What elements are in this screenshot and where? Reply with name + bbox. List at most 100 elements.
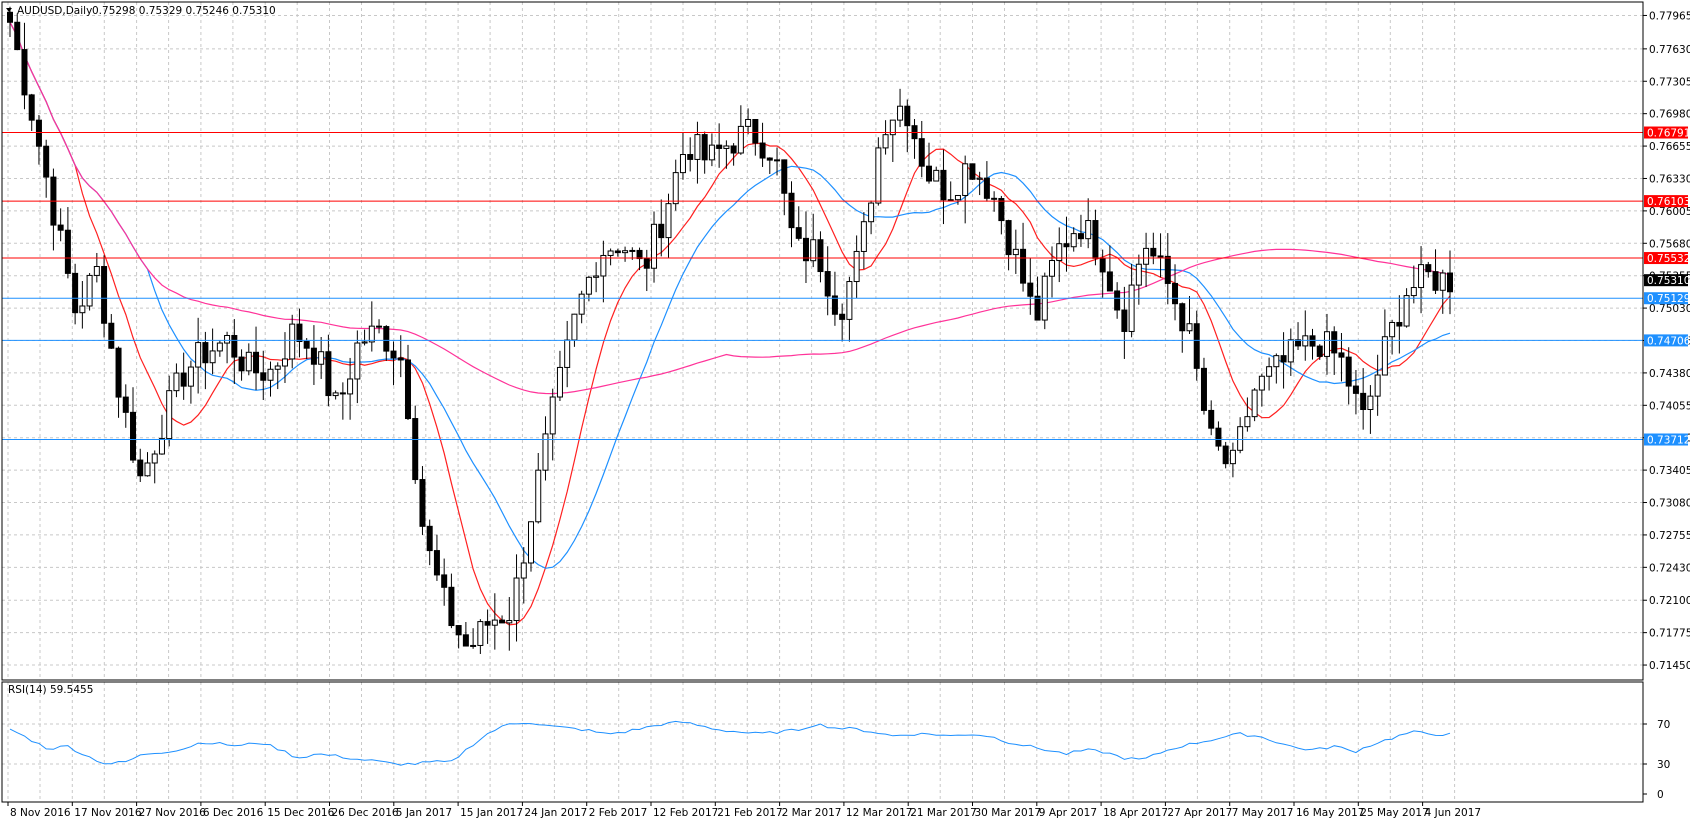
y-tick-label: 0.73080 <box>1649 498 1690 510</box>
candle-body <box>43 145 50 178</box>
candle-body <box>1143 247 1150 265</box>
candle-body <box>209 350 216 364</box>
y-tick-label: 0.76655 <box>1649 141 1690 153</box>
candle-body <box>976 177 983 180</box>
y-tick-label: 0.71775 <box>1649 628 1690 640</box>
candle-body <box>1323 331 1330 357</box>
candle-body <box>303 341 310 349</box>
candle-body <box>1266 366 1273 377</box>
candle-body <box>1273 355 1280 368</box>
x-tick-label: 2 Feb 2017 <box>589 807 648 819</box>
candle-body <box>535 469 542 523</box>
candle-body <box>195 342 202 368</box>
candle-body <box>1077 233 1084 240</box>
candle-body <box>1229 449 1236 465</box>
candle-body <box>774 159 781 162</box>
candle-body <box>455 625 462 636</box>
candle-body <box>513 577 520 622</box>
candle-body <box>1106 271 1113 292</box>
price-tag-bg <box>1644 334 1688 347</box>
candle-body <box>723 145 730 149</box>
price-tag-bg <box>1644 252 1688 265</box>
candle-body <box>1222 445 1229 465</box>
y-tick-label: 0.72755 <box>1649 530 1690 542</box>
candle-body <box>564 339 571 368</box>
candle-body <box>672 172 679 205</box>
candle-body <box>506 620 513 624</box>
candle-body <box>520 562 527 579</box>
candle-body <box>433 550 440 576</box>
candle-body <box>151 453 158 464</box>
candle-body <box>802 237 809 262</box>
dropdown-arrow-icon[interactable] <box>6 8 12 12</box>
candle-body <box>788 192 795 229</box>
candle-body <box>752 118 759 144</box>
candle-body <box>1295 339 1302 347</box>
candles <box>7 6 1453 654</box>
candle-body <box>824 271 831 297</box>
candle-body <box>687 154 694 160</box>
candle-body <box>759 142 766 159</box>
x-tick-label: 8 Nov 2016 <box>10 807 71 819</box>
candle-body <box>1389 321 1396 338</box>
candle-body <box>1331 331 1338 354</box>
candle-body <box>1309 335 1316 347</box>
rsi-panel-grid <box>2 682 1643 802</box>
candle-body <box>28 94 35 121</box>
x-tick-label: 15 Dec 2016 <box>267 807 334 819</box>
candle-body <box>1164 255 1171 284</box>
candle-body <box>991 197 998 200</box>
x-tick-label: 18 Apr 2017 <box>1103 807 1168 819</box>
candle-body <box>1447 272 1453 293</box>
candle-body <box>1396 321 1403 327</box>
candle-body <box>556 366 563 398</box>
candle-body <box>441 574 448 588</box>
candle-body <box>1439 272 1446 291</box>
candle-body <box>180 372 187 387</box>
candle-body <box>137 459 144 477</box>
candle-body <box>831 295 838 315</box>
candle-body <box>860 221 867 252</box>
candle-body <box>969 163 976 180</box>
x-tick-label: 26 Dec 2016 <box>332 807 399 819</box>
price-tag-bg <box>1644 433 1688 446</box>
candle-body <box>1251 389 1258 418</box>
candle-body <box>889 119 896 136</box>
candle-body <box>925 165 932 182</box>
candle-body <box>231 335 238 358</box>
candle-body <box>166 390 173 440</box>
candle-body <box>839 313 846 320</box>
moving-average-line <box>9 22 1451 569</box>
panel-frames <box>1 1 1644 803</box>
candle-body <box>1208 409 1215 429</box>
candle-body <box>1425 264 1432 273</box>
price-tag-label: 0.76791 <box>1647 128 1690 140</box>
candle-body <box>701 134 708 161</box>
candle-body <box>462 634 469 647</box>
candle-body <box>1172 282 1179 305</box>
x-tick-label: 24 Jan 2017 <box>524 807 587 819</box>
candle-body <box>983 177 990 199</box>
current-price-tag-label: 0.75310 <box>1647 275 1690 287</box>
candle-body <box>1237 426 1244 451</box>
candle-body <box>332 392 339 397</box>
candle-body <box>549 396 556 435</box>
x-tick-label: 2 Mar 2017 <box>782 807 842 819</box>
candle-body <box>7 11 13 23</box>
candle-body <box>1135 263 1142 286</box>
candle-body <box>571 313 578 341</box>
rsi-series-line <box>9 720 1451 766</box>
candle-body <box>1410 287 1417 297</box>
candle-body <box>14 21 21 51</box>
candle-body <box>412 418 419 481</box>
candle-body <box>238 356 245 372</box>
candle-body <box>868 202 875 223</box>
candle-body <box>253 351 260 374</box>
candle-body <box>1244 416 1251 428</box>
candle-body <box>795 227 802 239</box>
candle-body <box>665 203 672 239</box>
y-tick-label: 0.77630 <box>1649 44 1690 56</box>
candle-body <box>658 223 665 239</box>
